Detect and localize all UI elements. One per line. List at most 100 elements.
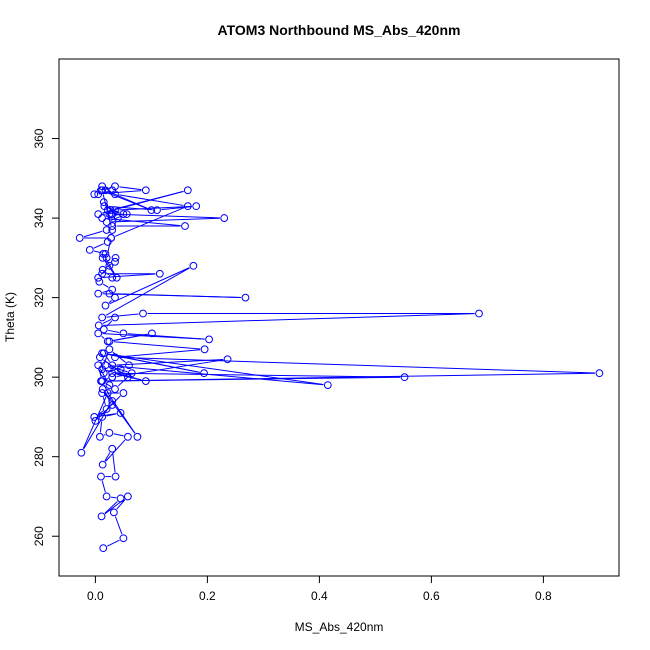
data-point [108, 273, 117, 282]
data-point [192, 202, 201, 211]
series-segment [102, 283, 109, 288]
series-segment [119, 194, 184, 206]
data-point [99, 349, 108, 358]
series-segment [109, 365, 324, 386]
series-segment [109, 267, 190, 305]
series-segment [105, 383, 112, 388]
series-segment [104, 191, 148, 209]
data-point [323, 381, 332, 390]
series-segment [106, 217, 181, 227]
data-point [400, 373, 409, 382]
series-segment [110, 496, 117, 499]
data-point [98, 269, 107, 278]
data-point [98, 313, 107, 322]
data-point [116, 494, 125, 503]
series-segment [107, 366, 125, 373]
data-point [94, 210, 103, 219]
data-point [99, 544, 108, 553]
data-point [109, 508, 118, 517]
data-point [147, 206, 156, 215]
series-segment [105, 372, 596, 382]
data-point [98, 389, 107, 397]
data-point [94, 289, 103, 298]
series-segment [104, 452, 111, 462]
data-point [101, 301, 110, 310]
series-segment [112, 453, 116, 473]
data-point [94, 190, 103, 199]
data-point [90, 413, 99, 421]
series-segment [113, 341, 201, 350]
data-point [119, 210, 128, 219]
data-point [111, 353, 119, 362]
x-tick-label: 0.4 [311, 589, 328, 603]
series-segment [102, 273, 156, 278]
data-point [97, 186, 105, 195]
data-point [181, 222, 189, 230]
y-tick-label: 320 [32, 287, 46, 307]
series-segment [119, 205, 192, 211]
x-tick-label: 0.2 [199, 589, 216, 603]
data-point [103, 337, 112, 346]
series-segment [98, 413, 117, 417]
series-segment [93, 243, 104, 249]
data-point [100, 202, 109, 211]
data-point [108, 210, 117, 219]
series-segment [103, 434, 106, 436]
data-point [102, 405, 111, 413]
data-point [105, 381, 114, 390]
series-segment [101, 335, 105, 339]
series-segment [104, 257, 115, 275]
data-point [108, 373, 117, 382]
x-tick-label: 0.0 [87, 589, 104, 603]
data-point [111, 190, 119, 199]
data-point [75, 234, 84, 242]
data-point [94, 329, 103, 338]
data-point [200, 369, 208, 378]
y-axis: 260 280 300 320 340 360 [32, 128, 60, 546]
data-point [123, 373, 132, 382]
series-segment [83, 404, 111, 450]
data-point [200, 345, 209, 354]
data-point [108, 397, 117, 405]
data-point [139, 309, 147, 318]
series-segment [102, 190, 184, 214]
data-point [95, 432, 104, 441]
data-point [94, 321, 103, 330]
series-segment [114, 207, 184, 237]
x-tick-label: 0.6 [423, 589, 440, 603]
data-point [111, 182, 119, 191]
y-tick-label: 260 [32, 526, 46, 546]
data-point [77, 448, 86, 457]
data-point [94, 361, 103, 370]
data-point [108, 226, 117, 234]
data-point [155, 269, 164, 278]
y-tick-label: 340 [32, 208, 46, 228]
series-segment [109, 366, 128, 373]
data-point [108, 186, 117, 195]
data-point [111, 206, 119, 215]
chart-title: ATOM3 Northbound MS_Abs_420nm [218, 22, 461, 38]
data-point [103, 389, 112, 397]
series-segment [116, 499, 126, 510]
series-segment [103, 353, 109, 366]
data-point [116, 365, 125, 374]
data-point [119, 329, 128, 338]
data-point [102, 253, 111, 262]
data-point [475, 309, 483, 318]
series-segment [105, 356, 111, 362]
data-point [116, 409, 125, 417]
data-point [108, 369, 117, 378]
data-point [108, 285, 117, 294]
series-segment [102, 293, 242, 298]
data-point [148, 329, 156, 338]
data-point [113, 214, 122, 222]
data-point [95, 277, 104, 286]
data-point [183, 186, 192, 195]
data-point [99, 369, 108, 378]
data-point [105, 210, 114, 219]
series-segment [106, 187, 109, 190]
x-axis-label: MS_Abs_420nm [295, 620, 384, 634]
data-point [99, 325, 108, 334]
data-point [153, 206, 161, 215]
series-segment [119, 356, 596, 374]
